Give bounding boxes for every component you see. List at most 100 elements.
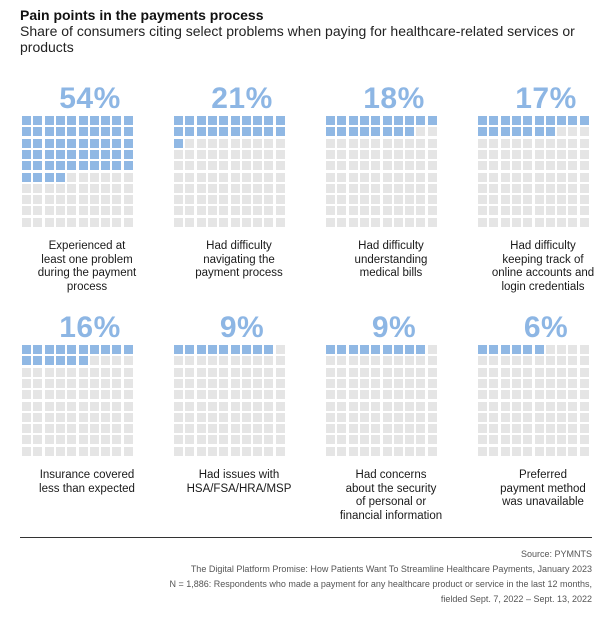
waffle-cell-empty [348,149,358,159]
waffle-cell-empty [241,401,251,411]
waffle-cell-empty [557,149,567,159]
waffle-cell-empty [174,161,183,171]
waffle-cell-empty [568,401,578,411]
waffle-cell-empty [359,401,369,411]
waffle-cell-empty [112,412,122,422]
waffle-cell-empty [545,138,555,148]
waffle-cell-empty [579,161,589,171]
waffle-cell-empty [22,401,31,411]
waffle-cell-empty [264,138,274,148]
waffle-cell-empty [478,138,487,148]
waffle-cell-empty [557,378,567,388]
waffle-cell-empty [241,206,251,216]
waffle-cell-filled [523,116,533,125]
waffle-cell-empty [196,138,206,148]
waffle-cell-empty [44,367,54,377]
waffle-cell-empty [557,183,567,193]
waffle-cell-empty [359,435,369,445]
waffle-cell-empty [337,217,347,227]
waffle-cell-empty [326,356,335,366]
waffle-cell-empty [545,390,555,400]
waffle-cell-empty [33,378,43,388]
waffle-cell-empty [78,390,88,400]
waffle-cell-empty [427,195,437,205]
waffle-cell-filled [123,149,133,159]
waffle-cell-empty [568,446,578,456]
waffle-cell-empty [511,412,521,422]
waffle-cell-empty [230,401,240,411]
waffle-cell-empty [78,183,88,193]
waffle-cell-empty [359,367,369,377]
waffle-cell-empty [478,446,487,456]
waffle-cell-empty [207,401,217,411]
waffle-cell-empty [55,424,65,434]
waffle-cell-empty [67,435,77,445]
waffle-cell-empty [568,390,578,400]
waffle-cell-empty [371,446,381,456]
waffle-cell-filled [579,116,589,125]
waffle-cell-empty [174,217,183,227]
waffle-cell-empty [55,446,65,456]
waffle-cell-empty [382,367,392,377]
waffle-cell-empty [523,195,533,205]
waffle-cell-empty [185,206,195,216]
waffle-cell-filled [101,138,111,148]
waffle-cell-empty [207,367,217,377]
waffle-cell-filled [253,127,263,137]
waffle-cell-filled [405,345,415,354]
waffle-cell-empty [253,424,263,434]
waffle-cell-filled [22,356,31,366]
waffle-cell-filled [89,161,99,171]
waffle-cell-empty [393,424,403,434]
waffle-cell-empty [337,138,347,148]
waffle-cell-empty [44,390,54,400]
waffle-cell-empty [123,206,133,216]
waffle-cell-empty [67,217,77,227]
waffle-cell-filled [55,356,65,366]
waffle-cell-empty [44,378,54,388]
waffle-cell-filled [78,138,88,148]
waffle-cell-empty [557,367,567,377]
waffle-cell-empty [230,390,240,400]
waffle-cell-filled [174,345,183,354]
waffle-cell-empty [534,206,544,216]
waffle-cell-filled [207,127,217,137]
waffle-cell-empty [275,378,285,388]
waffle-cell-empty [123,390,133,400]
waffle-cell-filled [326,116,335,125]
waffle-cell-empty [393,217,403,227]
waffle-cell-filled [371,127,381,137]
waffle-cell-empty [545,356,555,366]
waffle-cell-empty [196,356,206,366]
waffle-cell-filled [123,345,133,354]
waffle-cell-empty [253,412,263,422]
waffle-cell-empty [185,138,195,148]
waffle-cell-empty [207,172,217,182]
waffle-cell-empty [416,206,426,216]
waffle-cell-empty [112,401,122,411]
waffle-cell-empty [219,195,229,205]
waffle-cell-filled [101,127,111,137]
waffle-cell-empty [275,435,285,445]
waffle-cell-filled [44,127,54,137]
waffle-cell-filled [44,149,54,159]
waffle-cell-empty [174,367,183,377]
waffle-cell-empty [241,195,251,205]
waffle-cell-empty [545,424,555,434]
waffle-cell-empty [427,378,437,388]
waffle-cell-empty [511,367,521,377]
waffle-cell-filled [78,149,88,159]
waffle-cell-empty [545,206,555,216]
waffle-cell-filled [230,345,240,354]
waffle-cell-empty [416,435,426,445]
waffle-cell-empty [545,172,555,182]
waffle-cell-empty [489,446,499,456]
waffle-cell-empty [196,367,206,377]
waffle-cell-empty [371,138,381,148]
waffle-cell-filled [174,127,183,137]
waffle-cell-empty [568,378,578,388]
waffle-cell-empty [348,446,358,456]
waffle-cell-filled [500,127,510,137]
waffle-cell-empty [337,390,347,400]
waffle-cell-empty [219,206,229,216]
